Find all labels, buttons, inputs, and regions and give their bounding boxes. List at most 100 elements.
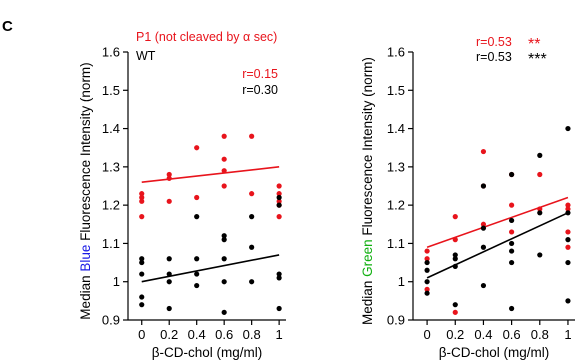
data-point xyxy=(139,302,145,308)
data-point xyxy=(509,259,515,266)
data-point xyxy=(276,202,282,208)
data-point xyxy=(166,271,172,277)
fit-line xyxy=(141,166,280,183)
data-point xyxy=(249,214,255,220)
legend-entry: P1 (not cleaved by α sec) xyxy=(136,30,277,44)
x-axis-title: β-CD-chol (mg/ml) xyxy=(152,345,263,360)
data-point xyxy=(221,168,227,174)
data-point xyxy=(276,198,282,204)
data-point xyxy=(509,171,515,178)
x-tick-label: 0.8 xyxy=(531,327,549,342)
data-point xyxy=(565,298,571,304)
correlation-label: r=0.53 xyxy=(476,50,512,64)
data-point xyxy=(509,229,515,235)
data-point xyxy=(276,275,282,281)
data-point xyxy=(509,248,515,254)
y-tick-label: 1.2 xyxy=(102,198,120,213)
data-point xyxy=(166,305,172,312)
data-point xyxy=(452,214,458,220)
data-point xyxy=(480,221,487,227)
y-tick-label: 1.5 xyxy=(102,83,120,98)
data-point xyxy=(537,171,543,178)
data-point xyxy=(139,256,145,262)
y-tick-label: 1.1 xyxy=(102,236,120,251)
data-point xyxy=(424,290,430,296)
x-tick-label: 0.2 xyxy=(446,327,464,342)
data-point xyxy=(139,198,145,204)
data-point xyxy=(565,206,571,212)
data-point xyxy=(565,202,571,208)
data-point xyxy=(537,206,543,212)
data-point xyxy=(276,305,282,312)
x-tick-label: 0.2 xyxy=(160,327,178,342)
data-point xyxy=(480,282,487,289)
correlation-label: r=0.53 xyxy=(476,35,512,49)
data-point xyxy=(537,210,543,216)
y-tick-label: 1.4 xyxy=(387,121,405,136)
data-point xyxy=(166,256,172,262)
data-point xyxy=(249,244,255,250)
data-point xyxy=(194,145,200,151)
data-point xyxy=(139,271,145,277)
data-point xyxy=(249,191,255,197)
data-point xyxy=(424,267,430,273)
data-point xyxy=(221,237,227,243)
data-point xyxy=(537,152,543,158)
data-point xyxy=(565,125,571,132)
fit-line xyxy=(141,254,280,283)
y-tick-label: 0.9 xyxy=(387,313,405,328)
data-point xyxy=(249,279,255,285)
data-point xyxy=(166,198,172,204)
significance-stars: ** xyxy=(528,36,540,53)
data-point xyxy=(194,214,200,220)
x-tick-label: 0.4 xyxy=(474,327,492,342)
data-point xyxy=(139,194,145,201)
data-point xyxy=(452,256,458,262)
fit-line xyxy=(426,212,569,279)
data-point xyxy=(194,194,200,201)
data-point xyxy=(509,202,515,208)
x-tick-label: 0.6 xyxy=(215,327,233,342)
x-tick-label: 0.4 xyxy=(188,327,206,342)
y-tick-label: 1.1 xyxy=(387,236,405,251)
y-axis-title: Median Blue Fluorescence Intensity (norm… xyxy=(78,62,93,319)
data-point xyxy=(565,229,571,235)
data-point xyxy=(452,252,458,258)
data-point xyxy=(139,259,145,266)
y-axis-title-part: Fluorescence Intensity (norm) xyxy=(78,62,93,244)
y-axis-title-part: Blue xyxy=(78,245,93,272)
data-point xyxy=(537,252,543,258)
data-point xyxy=(139,191,145,197)
data-point xyxy=(249,133,255,139)
data-point xyxy=(424,279,430,285)
data-point xyxy=(139,294,145,300)
y-tick-label: 1.6 xyxy=(102,45,120,60)
data-point xyxy=(480,225,487,231)
data-point xyxy=(221,156,227,162)
data-point xyxy=(194,282,200,289)
data-point xyxy=(166,175,172,181)
data-point xyxy=(221,183,227,189)
data-point xyxy=(565,244,571,250)
legend-entry: WT xyxy=(136,49,156,63)
x-axis-title: β-CD-chol (mg/ml) xyxy=(439,345,550,360)
x-tick-label: 1 xyxy=(276,327,283,342)
data-point xyxy=(221,309,227,315)
green-fluorescence-chart: 0.9 1 1.1 1.2 1.3 1.4 1.5 1.6 0 0.2 0.4 0.6 0.8 1 β-CD… xyxy=(360,35,575,360)
significance-stars: *** xyxy=(528,51,547,68)
y-axis-title-part: Median xyxy=(360,277,375,325)
data-point xyxy=(424,286,430,292)
data-point xyxy=(452,309,458,315)
x-tick-label: 0 xyxy=(138,327,145,342)
fit-line xyxy=(426,196,569,249)
data-point xyxy=(565,237,571,243)
y-axis-title-part: Median xyxy=(78,272,93,320)
data-point xyxy=(509,240,515,247)
data-point xyxy=(194,256,200,262)
y-tick-label: 1.6 xyxy=(387,45,405,60)
data-point xyxy=(424,256,430,262)
y-tick-label: 1 xyxy=(113,274,120,289)
data-point xyxy=(166,171,172,178)
correlation-label: r=0.15 xyxy=(242,67,278,81)
